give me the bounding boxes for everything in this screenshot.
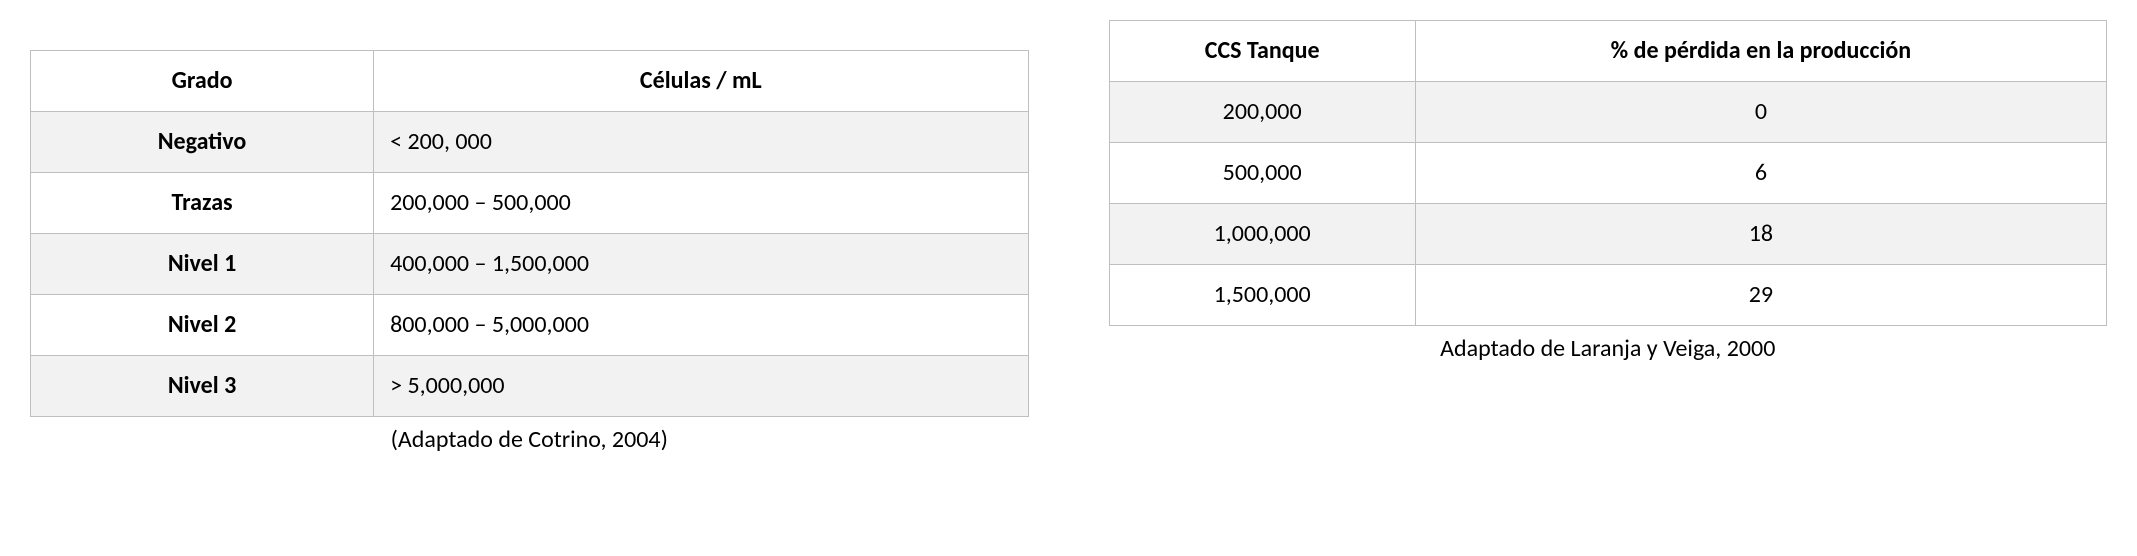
- row-label: Negativo: [31, 112, 374, 173]
- table-row: Trazas 200,000 – 500,000: [31, 173, 1029, 234]
- right-caption: Adaptado de Laranja y Veiga, 2000: [1109, 326, 2108, 363]
- ccs-table: CCS Tanque % de pérdida en la producción…: [1109, 20, 2108, 326]
- header-celulas: Células / mL: [374, 51, 1028, 112]
- row-loss: 18: [1415, 204, 2106, 265]
- row-label: Nivel 3: [31, 356, 374, 417]
- left-block: Grado Células / mL Negativo < 200, 000 T…: [30, 20, 1029, 454]
- row-value: 200,000 – 500,000: [374, 173, 1028, 234]
- row-value: 400,000 – 1,500,000: [374, 234, 1028, 295]
- row-ccs: 1,000,000: [1109, 204, 1415, 265]
- grado-table: Grado Células / mL Negativo < 200, 000 T…: [30, 50, 1029, 417]
- row-label: Nivel 2: [31, 295, 374, 356]
- table-row: Negativo < 200, 000: [31, 112, 1029, 173]
- row-loss: 6: [1415, 143, 2106, 204]
- row-value: 800,000 – 5,000,000: [374, 295, 1028, 356]
- table-row: Nivel 2 800,000 – 5,000,000: [31, 295, 1029, 356]
- row-ccs: 500,000: [1109, 143, 1415, 204]
- row-loss: 0: [1415, 82, 2106, 143]
- header-loss: % de pérdida en la producción: [1415, 21, 2106, 82]
- header-ccs: CCS Tanque: [1109, 21, 1415, 82]
- row-value: > 5,000,000: [374, 356, 1028, 417]
- table-row: Nivel 3 > 5,000,000: [31, 356, 1029, 417]
- table-row: 1,500,000 29: [1109, 265, 2107, 326]
- table-header-row: Grado Células / mL: [31, 51, 1029, 112]
- right-block: CCS Tanque % de pérdida en la producción…: [1109, 20, 2108, 363]
- table-row: 1,000,000 18: [1109, 204, 2107, 265]
- row-ccs: 200,000: [1109, 82, 1415, 143]
- row-label: Trazas: [31, 173, 374, 234]
- row-ccs: 1,500,000: [1109, 265, 1415, 326]
- row-label: Nivel 1: [31, 234, 374, 295]
- header-grado: Grado: [31, 51, 374, 112]
- table-header-row: CCS Tanque % de pérdida en la producción: [1109, 21, 2107, 82]
- table-row: 200,000 0: [1109, 82, 2107, 143]
- row-loss: 29: [1415, 265, 2106, 326]
- table-row: Nivel 1 400,000 – 1,500,000: [31, 234, 1029, 295]
- tables-container: Grado Células / mL Negativo < 200, 000 T…: [30, 20, 2107, 454]
- left-caption: (Adaptado de Cotrino, 2004): [30, 417, 1029, 454]
- table-row: 500,000 6: [1109, 143, 2107, 204]
- row-value: < 200, 000: [374, 112, 1028, 173]
